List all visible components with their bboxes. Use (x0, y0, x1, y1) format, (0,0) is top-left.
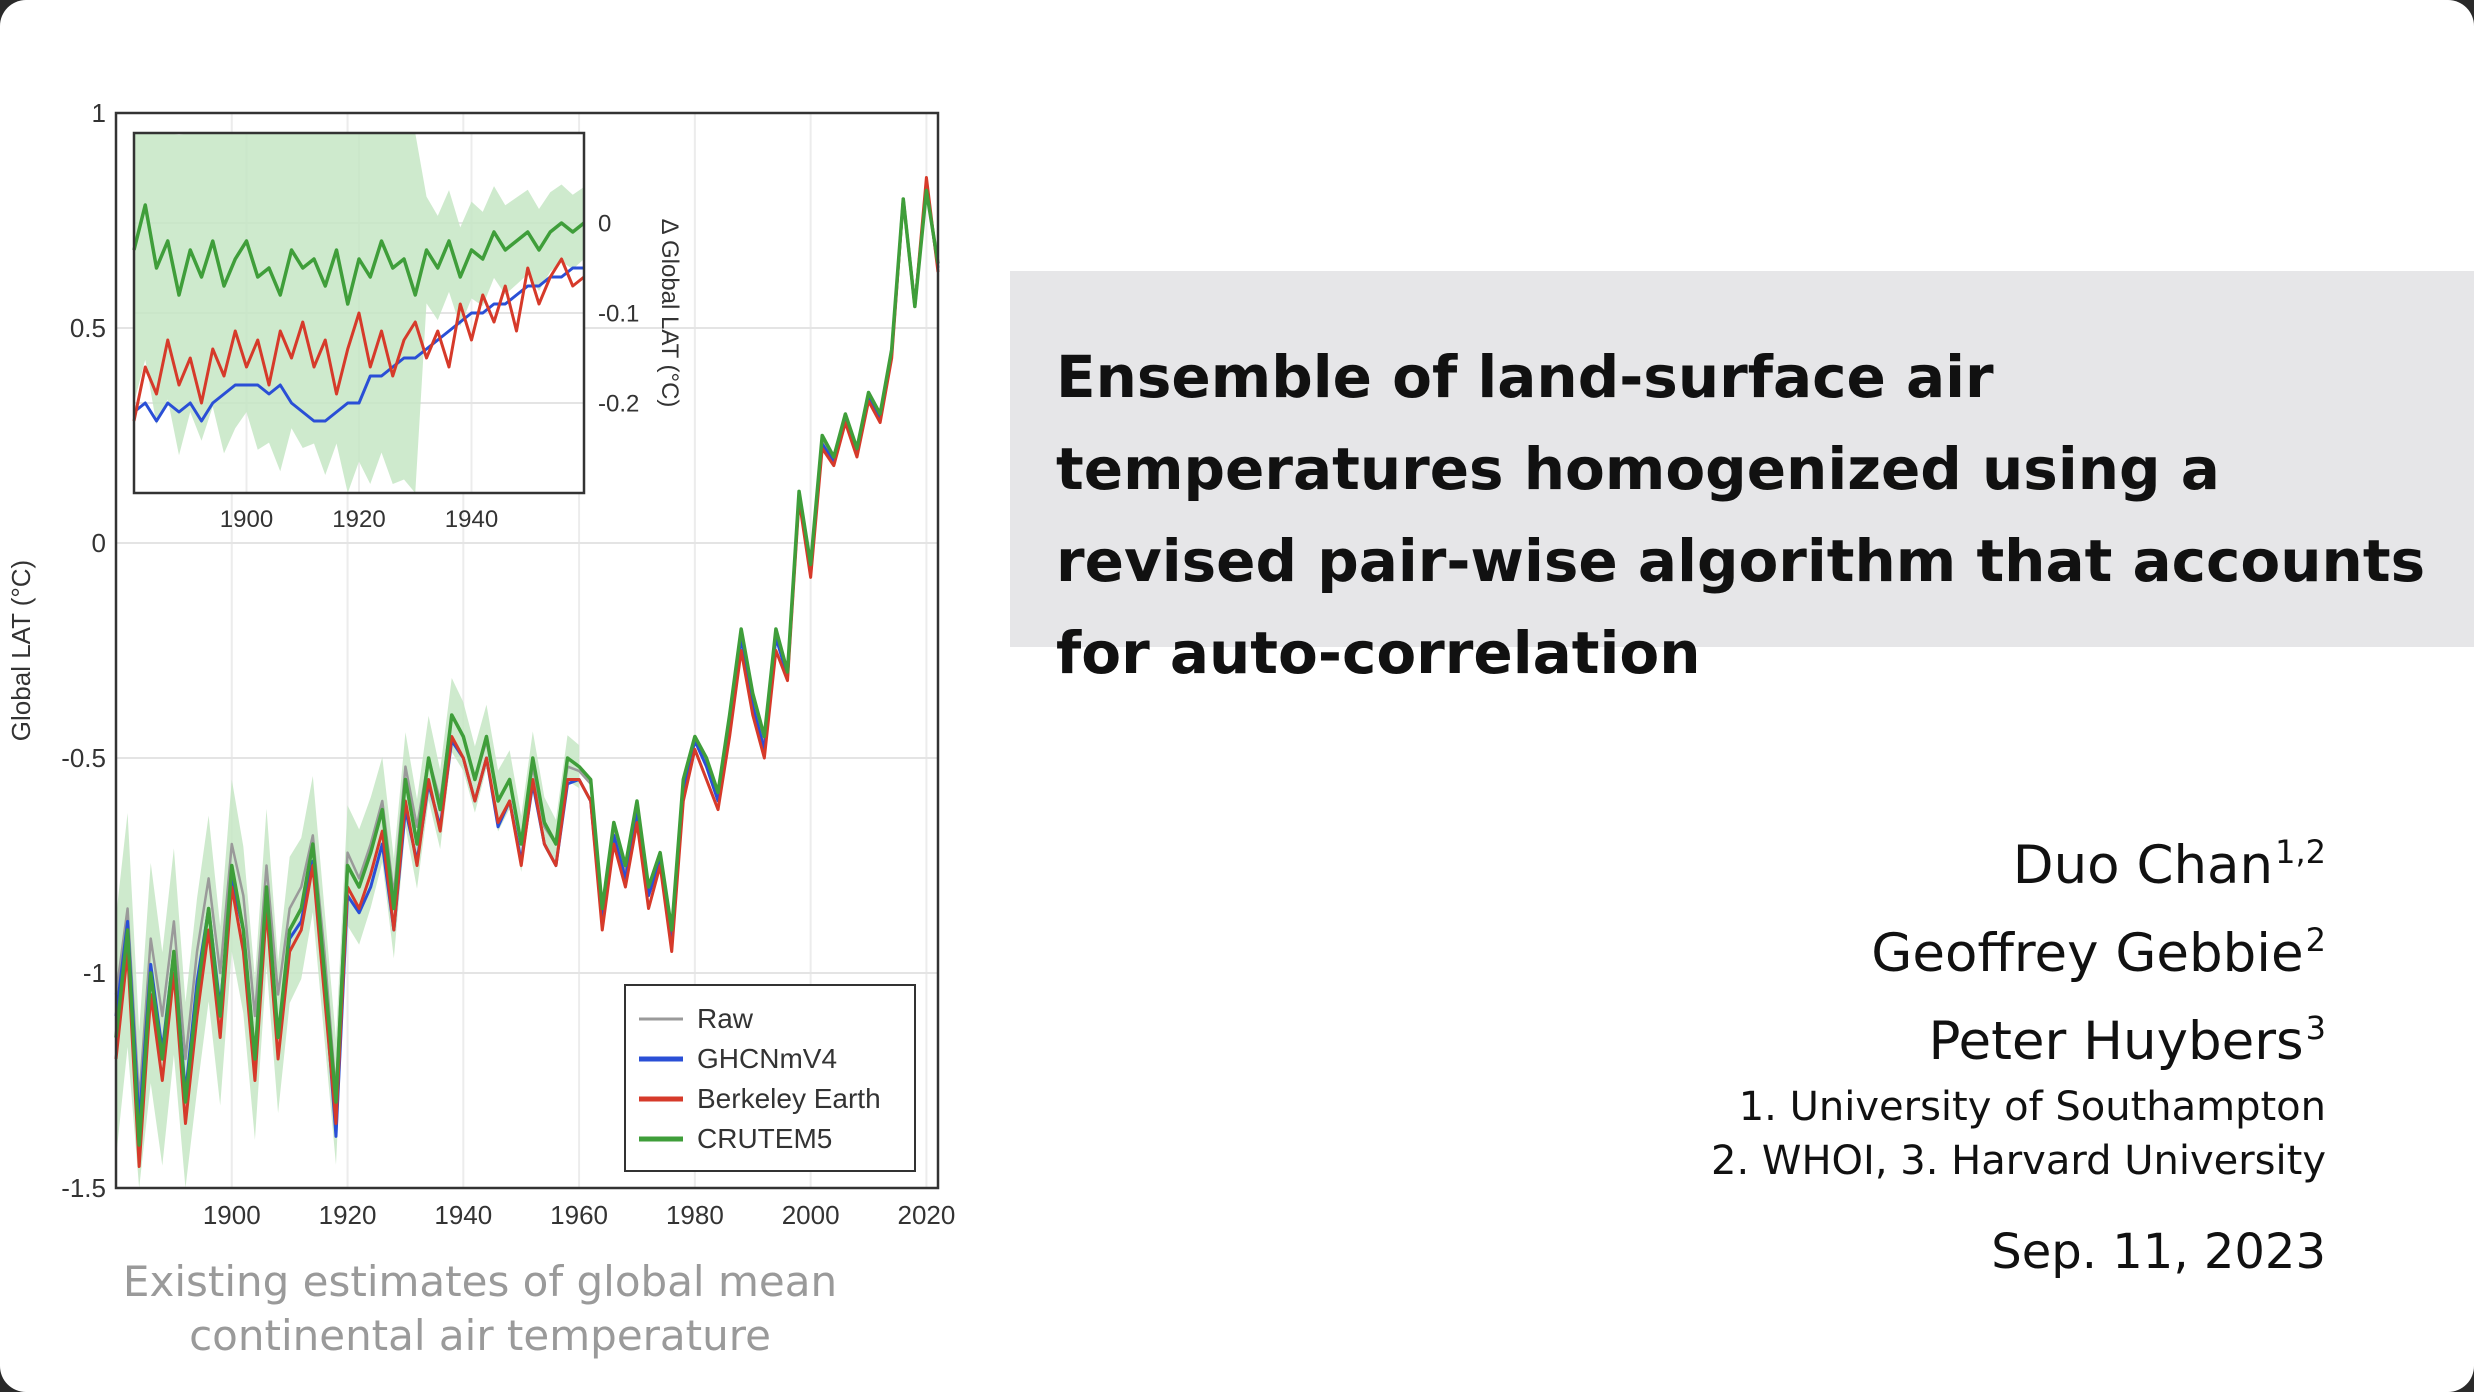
y-tick-label: 0 (92, 528, 106, 558)
x-tick-label: 1900 (203, 1200, 261, 1230)
author-1: Duo Chan1,2 (1871, 815, 2326, 903)
x-tick-label: 1940 (445, 506, 498, 533)
x-tick-label: 2000 (782, 1200, 840, 1230)
title-box: Ensemble of land-surface air temperature… (1010, 271, 2474, 687)
author-name: Geoffrey Gebbie (1871, 923, 2304, 984)
y-tick-label: 0.5 (70, 313, 106, 343)
y-tick-label: 1 (92, 98, 106, 128)
series-line-crutem5 (132, 203, 586, 306)
series-line-crutem5 (114, 188, 940, 1147)
plot-frame (132, 131, 586, 495)
uncertainty-band (116, 678, 580, 1188)
affiliation-list: 1. University of Southampton 2. WHOI, 3.… (1711, 1080, 2326, 1188)
author-name: Peter Huybers (1928, 1011, 2304, 1072)
x-tick-label: 1980 (666, 1200, 724, 1230)
presentation-date: Sep. 11, 2023 (1991, 1224, 2326, 1280)
legend-label-berkeley-earth: Berkeley Earth (697, 1083, 881, 1114)
affiliation-2: 2. WHOI, 3. Harvard University (1711, 1138, 2326, 1184)
series-line-berkeley-earth (132, 257, 585, 422)
y-tick-label: -1.5 (61, 1173, 106, 1203)
x-tick-label: 1900 (220, 506, 273, 533)
x-tick-label: 1920 (319, 1200, 377, 1230)
legend: Raw GHCNmV4 Berkeley Earth CRUTEM5 (624, 984, 916, 1172)
plot-frame (114, 111, 940, 1190)
y-tick-label: -0.1 (598, 300, 639, 327)
affiliation-1: 1. University of Southampton (1738, 1084, 2326, 1130)
legend-label-crutem5: CRUTEM5 (697, 1123, 832, 1154)
y-tick-label: -0.5 (61, 743, 106, 773)
figure-caption: Existing estimates of global mean contin… (122, 1257, 838, 1360)
x-tick-label: 1920 (332, 506, 385, 533)
y-tick-label: -0.2 (598, 390, 639, 417)
inset-plot: 1900 1920 1940 0 -0.1 -0.2 Δ Global LAT (°C) (132, 131, 683, 533)
legend-label-ghcnmv4: GHCNmV4 (697, 1043, 837, 1074)
author-name: Duo Chan (2012, 835, 2274, 896)
author-affiliation-marker: 3 (2305, 1009, 2326, 1047)
legend-label-raw: Raw (697, 1003, 754, 1034)
y-tick-label: -1 (83, 958, 106, 988)
x-tick-label: 1960 (550, 1200, 608, 1230)
author-3: Peter Huybers3 (1871, 991, 2326, 1079)
y-axis-label: Δ Global LAT (°C) (656, 219, 683, 408)
author-affiliation-marker: 2 (2305, 921, 2326, 959)
x-tick-label: 2020 (898, 1200, 956, 1230)
author-list: Duo Chan1,2 Geoffrey Gebbie2 Peter Huybe… (1871, 815, 2326, 1079)
author-2: Geoffrey Gebbie2 (1871, 903, 2326, 991)
x-tick-label: 1940 (434, 1200, 492, 1230)
y-tick-label: 0 (598, 210, 611, 237)
temperature-chart: 1900 1920 1940 1960 1980 2000 2020 -1.5 -1 -0.5 0 0… (6, 98, 956, 1230)
slide-title: Ensemble of land-surface air temperature… (1056, 343, 2426, 687)
author-affiliation-marker: 1,2 (2275, 833, 2326, 871)
y-axis-label: Global LAT (°C) (6, 560, 36, 741)
